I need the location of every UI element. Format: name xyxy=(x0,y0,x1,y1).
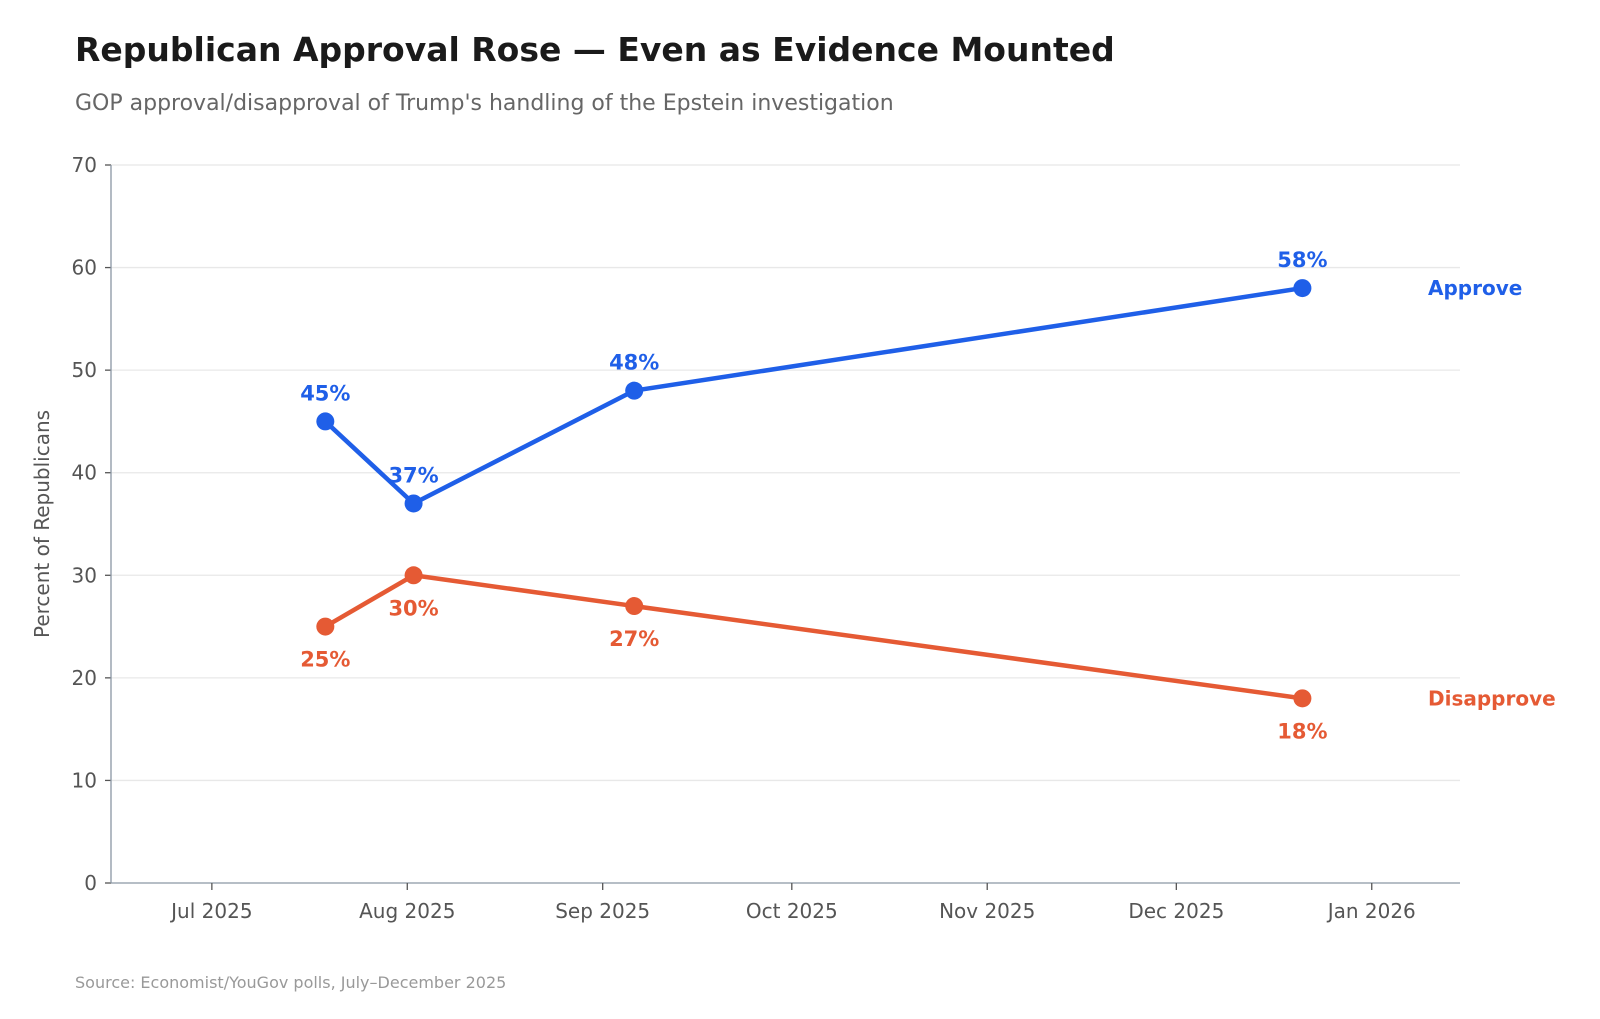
y-axis-label: Percent of Republicans xyxy=(30,410,54,638)
data-label: 58% xyxy=(1277,248,1327,272)
data-point xyxy=(625,597,644,616)
gridlines xyxy=(111,164,1460,782)
x-tick-label: Nov 2025 xyxy=(939,899,1035,923)
axes: 0 10 20 30 40 50 60 70 Jul 2025 Aug 2025 Sep 2025 O… xyxy=(72,153,1460,923)
y-tick-label: 60 xyxy=(72,256,97,280)
data-point xyxy=(316,412,335,431)
y-tick-label: 70 xyxy=(72,153,97,177)
x-tick-label: Jul 2025 xyxy=(169,899,252,923)
y-tick-label: 20 xyxy=(72,666,97,690)
data-point xyxy=(1293,279,1312,298)
data-label: 48% xyxy=(609,351,659,375)
y-tick-label: 30 xyxy=(72,563,97,587)
data-label: 27% xyxy=(609,627,659,651)
source-note: Source: Economist/YouGov polls, July–Dec… xyxy=(75,973,506,992)
y-tick-label: 10 xyxy=(72,768,97,792)
series-label-disapprove: Disapprove xyxy=(1428,686,1556,710)
y-tick-label: 50 xyxy=(72,358,97,382)
x-tick-label: Jan 2026 xyxy=(1326,899,1416,923)
data-point xyxy=(1293,689,1312,708)
x-tick-label: Sep 2025 xyxy=(555,899,650,923)
series-label-approve: Approve xyxy=(1428,276,1522,300)
x-tick-label: Aug 2025 xyxy=(359,899,455,923)
data-label: 37% xyxy=(388,463,438,487)
chart-title: Republican Approval Rose — Even as Evide… xyxy=(75,30,1115,69)
y-tick-label: 40 xyxy=(72,461,97,485)
data-point xyxy=(404,566,423,585)
x-tick-label: Oct 2025 xyxy=(746,899,838,923)
data-label: 45% xyxy=(300,381,350,405)
series-line-approve xyxy=(323,285,1303,506)
data-point xyxy=(404,494,423,513)
chart-subtitle: GOP approval/disapproval of Trump's hand… xyxy=(75,91,894,116)
series-group: 45% 37% 48% 58% Approve 25% 30% 27% 18% Disapprov… xyxy=(300,248,1556,743)
data-label: 18% xyxy=(1277,719,1327,743)
series-line-disapprove xyxy=(324,573,1303,701)
data-label: 25% xyxy=(300,648,350,672)
x-tick-label: Dec 2025 xyxy=(1128,899,1224,923)
data-point xyxy=(316,617,335,636)
y-tick-label: 0 xyxy=(84,871,97,895)
data-label: 30% xyxy=(388,596,438,620)
data-point xyxy=(625,381,644,400)
